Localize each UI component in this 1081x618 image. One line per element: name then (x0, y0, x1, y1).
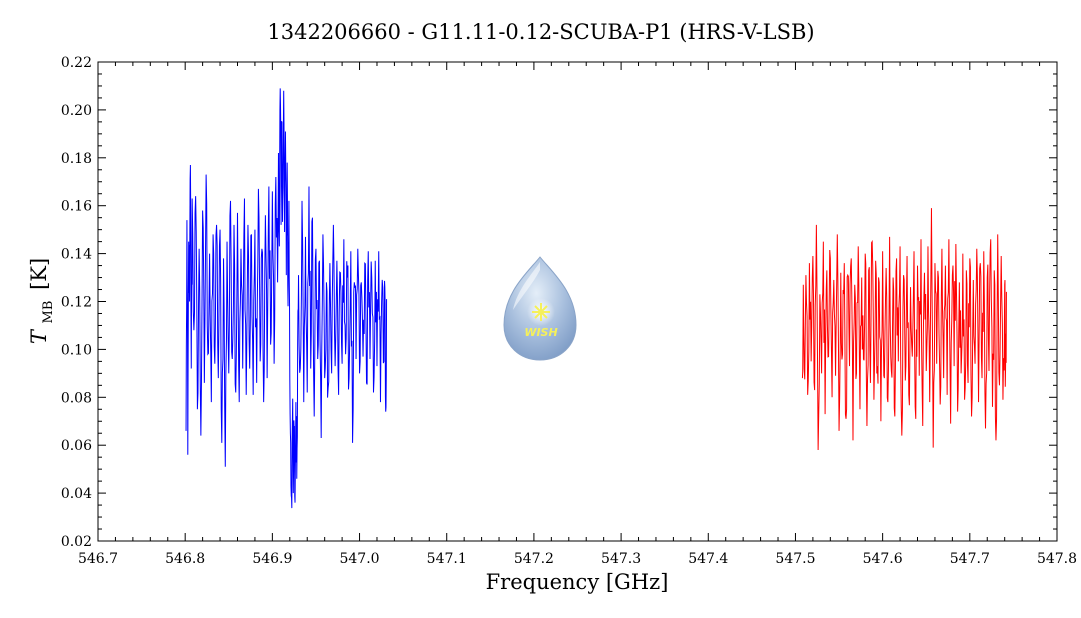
x-tick-label: 546.9 (252, 551, 292, 567)
x-axis: 546.7 546.8 546.9 547.0 547.1 547.2 547.3 547.4… (78, 62, 1077, 567)
y-tick-label: 0.20 (61, 103, 92, 119)
chart-title: 1342206660 - G11.11-0.12-SCUBA-P1 (HRS-V… (267, 20, 814, 44)
y-axis-label-sub: MB (41, 301, 56, 324)
y-tick-label: 0.02 (61, 534, 92, 550)
y-tick-label: 0.18 (61, 151, 92, 167)
series-layer (185, 88, 1007, 509)
svg-text:T MB [K]: T MB [K] (27, 258, 57, 344)
logo-text: WISH (524, 326, 557, 339)
x-tick-label: 547.3 (601, 551, 641, 567)
wish-logo: WISH (503, 256, 577, 361)
x-tick-label: 547.5 (775, 551, 815, 567)
x-tick-label: 547.7 (950, 551, 990, 567)
x-tick-label: 546.8 (165, 551, 205, 567)
x-tick-label: 546.7 (78, 551, 118, 567)
y-tick-label: 0.08 (61, 390, 92, 406)
y-tick-label: 0.16 (61, 199, 92, 215)
x-tick-label: 547.6 (863, 551, 903, 567)
y-tick-label: 0.10 (61, 342, 92, 358)
y-axis-label: T MB [K] (27, 258, 57, 344)
y-tick-label: 0.22 (61, 55, 92, 71)
series-1-line (185, 88, 388, 509)
x-tick-label: 547.8 (1037, 551, 1077, 567)
y-tick-label: 0.14 (61, 247, 92, 263)
x-tick-label: 547.0 (339, 551, 379, 567)
x-tick-label: 547.4 (688, 551, 728, 567)
series-2-line (801, 208, 1007, 450)
y-tick-label: 0.12 (61, 295, 92, 311)
y-tick-label: 0.04 (61, 486, 92, 502)
y-tick-label: 0.06 (61, 438, 92, 454)
x-axis-label: Frequency [GHz] (486, 570, 669, 594)
x-tick-label: 547.1 (427, 551, 467, 567)
star-icon (532, 303, 550, 321)
y-axis-label-main: T (27, 328, 51, 344)
y-axis: 0.02 0.04 0.06 0.08 0.10 0.12 0.14 0.16 0.18 0.20… (61, 55, 1057, 550)
y-axis-label-unit: [K] (27, 258, 51, 290)
x-tick-label: 547.2 (514, 551, 554, 567)
